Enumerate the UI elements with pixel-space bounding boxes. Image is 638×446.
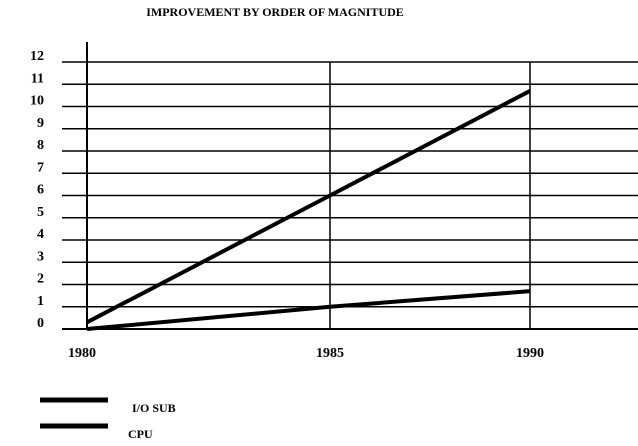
y-tick-label: 3 bbox=[37, 249, 44, 264]
y-tick-label: 2 bbox=[37, 272, 44, 287]
y-tick-label: 8 bbox=[37, 138, 44, 153]
y-tick-label: 0 bbox=[37, 316, 44, 331]
x-tick-label: 1980 bbox=[68, 346, 96, 361]
y-tick-label: 1 bbox=[37, 294, 44, 309]
y-tick-label: 11 bbox=[31, 71, 44, 86]
y-tick-label: 12 bbox=[30, 49, 44, 64]
chart-title: IMPROVEMENT BY ORDER OF MAGNITUDE bbox=[146, 5, 404, 19]
y-tick-label: 4 bbox=[37, 227, 44, 242]
line-series bbox=[86, 89, 531, 325]
x-tick-label: 1985 bbox=[316, 346, 344, 361]
legend-label: CPU bbox=[128, 427, 153, 441]
x-tick-label: 1990 bbox=[516, 346, 544, 361]
y-tick-label: 7 bbox=[37, 160, 44, 175]
y-tick-label: 10 bbox=[30, 94, 44, 109]
y-tick-label: 6 bbox=[37, 183, 44, 198]
line-series bbox=[86, 289, 531, 331]
legend-label: I/O SUB bbox=[132, 401, 176, 415]
y-tick-label: 9 bbox=[37, 116, 44, 131]
y-tick-label: 5 bbox=[37, 205, 44, 220]
